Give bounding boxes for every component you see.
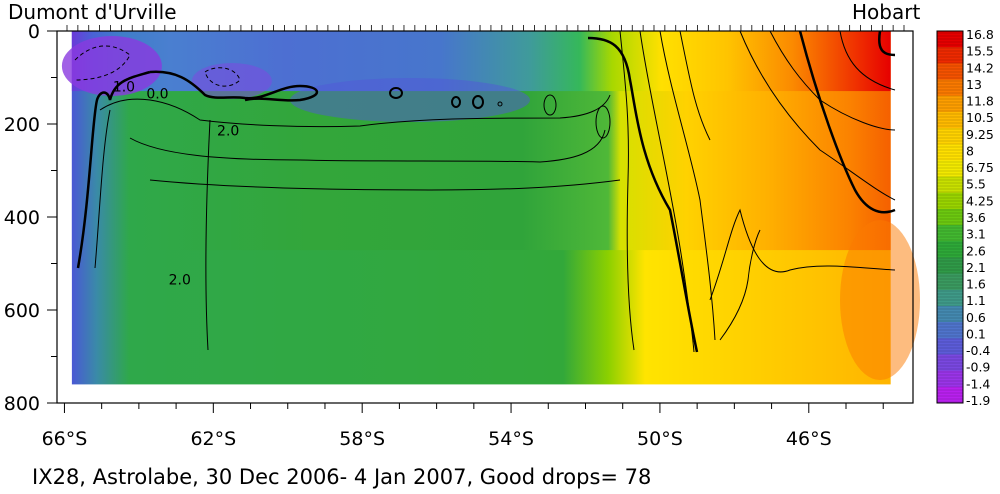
x-tick-label: 58°S xyxy=(339,428,385,450)
colorbar-label: 0.6 xyxy=(966,310,986,325)
colorbar-label: 2.1 xyxy=(966,260,986,275)
x-axis: 66°S 62°S 58°S 54°S 50°S 46°S xyxy=(42,25,905,450)
colorbar-swatch xyxy=(937,111,963,129)
contour-eddy xyxy=(451,96,461,108)
warm-core-east xyxy=(840,220,920,380)
title-right: Hobart xyxy=(852,0,920,24)
colorbar-swatch xyxy=(937,63,963,81)
colorbar-label: 6.75 xyxy=(966,160,994,175)
colorbar-swatch xyxy=(937,386,963,404)
contour-west-edge xyxy=(94,109,111,269)
colorbar-label: 14.2 xyxy=(966,60,994,75)
colorbar-swatch xyxy=(937,176,963,194)
contour-front-d xyxy=(659,30,716,341)
colorbar-label: 16.8 xyxy=(966,27,994,42)
x-tick-label: 46°S xyxy=(786,428,832,450)
y-tick-label: 400 xyxy=(4,207,40,229)
contour-eddy xyxy=(543,94,557,116)
y-tick-label: 800 xyxy=(4,393,40,415)
colorbar-label: 5.5 xyxy=(966,177,986,192)
contour-16 xyxy=(878,30,896,57)
colorbar-label: 3.6 xyxy=(966,210,986,225)
contour-warm-1 xyxy=(719,229,761,341)
colorbar-label: 4.25 xyxy=(966,193,994,208)
contour-neg1-west xyxy=(74,45,131,81)
colorbar-label: -1.4 xyxy=(966,376,990,391)
contour-label: 1.0 xyxy=(113,79,135,95)
y-tick-label: 0 xyxy=(28,21,40,43)
contour-warm-2 xyxy=(709,208,896,301)
contour-eddy xyxy=(472,95,484,109)
contour-1-upper xyxy=(99,94,611,128)
contour-label: 2.0 xyxy=(217,124,239,140)
contour-warm-3 xyxy=(739,30,896,201)
x-tick-label: 50°S xyxy=(637,428,683,450)
chart-caption: IX28, Astrolabe, 30 Dec 2006- 4 Jan 2007… xyxy=(32,465,651,489)
contour-eddy xyxy=(497,101,503,107)
y-tick-label: 200 xyxy=(4,114,40,136)
colorbar: 16.8 15.514.2 13 11.810.5 9.258 6.75 5.54.25 3.… xyxy=(936,27,994,408)
colorbar-swatch xyxy=(937,208,963,226)
contour-front-b xyxy=(587,36,699,353)
colorbar-swatch xyxy=(937,79,963,97)
colorbar-swatch xyxy=(937,144,963,161)
colorbar-swatch xyxy=(937,128,963,145)
colorbar-label: 2.6 xyxy=(966,243,986,258)
colorbar-swatch xyxy=(937,241,963,258)
contour-lines xyxy=(74,30,896,353)
y-tick-label: 600 xyxy=(4,300,40,322)
colorbar-swatch xyxy=(937,338,963,355)
contour-2-vert xyxy=(205,119,211,351)
contour-14 xyxy=(798,30,896,214)
contour-neg1-mid xyxy=(204,67,241,87)
contour-eddy xyxy=(595,105,611,139)
colorbar-label: -0.4 xyxy=(966,343,990,358)
x-tick-label: 62°S xyxy=(190,428,236,450)
colorbar-swatch xyxy=(937,225,963,242)
colorbar-label: 15.5 xyxy=(966,44,994,59)
cold-tongue xyxy=(290,78,530,122)
colorbar-label: 1.1 xyxy=(966,293,986,308)
contour-eddy xyxy=(389,87,403,99)
title-left: Dumont d'Urville xyxy=(8,0,177,24)
colorbar-swatch xyxy=(937,160,963,178)
contour-front-c xyxy=(639,30,695,353)
colorbar-label: 11.8 xyxy=(966,94,994,109)
contour-warm-5 xyxy=(839,30,896,91)
colorbar-swatch xyxy=(937,354,963,372)
colorbar-border xyxy=(936,30,964,404)
x-tick-label: 54°S xyxy=(488,428,534,450)
x-tick-label: 66°S xyxy=(42,428,88,450)
colorbar-label: -0.9 xyxy=(966,360,990,375)
heatmap-field xyxy=(61,31,920,385)
contour-2-lower xyxy=(149,179,621,191)
contour-2-upper xyxy=(129,129,606,163)
colorbar-swatch xyxy=(937,305,963,323)
y-axis: 0 200 400 600 800 xyxy=(4,21,57,415)
colorbar-label: 8 xyxy=(966,143,974,158)
colorbar-label: 13 xyxy=(966,77,982,92)
contour-front-e xyxy=(679,30,711,141)
contour-front-a xyxy=(619,30,635,351)
colorbar-swatch xyxy=(937,257,963,275)
contour-label: 0.0 xyxy=(146,86,168,102)
colorbar-swatch xyxy=(937,31,963,48)
cold-core-middle xyxy=(191,63,272,99)
colorbar-swatch xyxy=(937,370,963,388)
colorbar-swatch xyxy=(937,47,963,64)
colorbar-label: 0.1 xyxy=(966,326,986,341)
colorbar-label: 10.5 xyxy=(966,110,994,125)
colorbar-swatch xyxy=(937,289,963,307)
colorbar-label: -1.9 xyxy=(966,393,990,408)
colorbar-swatch xyxy=(937,95,963,113)
contour-0-west xyxy=(76,70,151,269)
colorbar-swatch xyxy=(937,322,963,339)
contour-label: 2.0 xyxy=(169,272,191,288)
colorbar-label: 9.25 xyxy=(966,127,994,142)
contour-labels: 1.0 0.0 2.0 2.0 xyxy=(113,79,239,288)
colorbar-label: 3.1 xyxy=(966,227,986,242)
colorbar-label: 1.6 xyxy=(966,277,986,292)
contour-0-west-b xyxy=(149,70,319,102)
